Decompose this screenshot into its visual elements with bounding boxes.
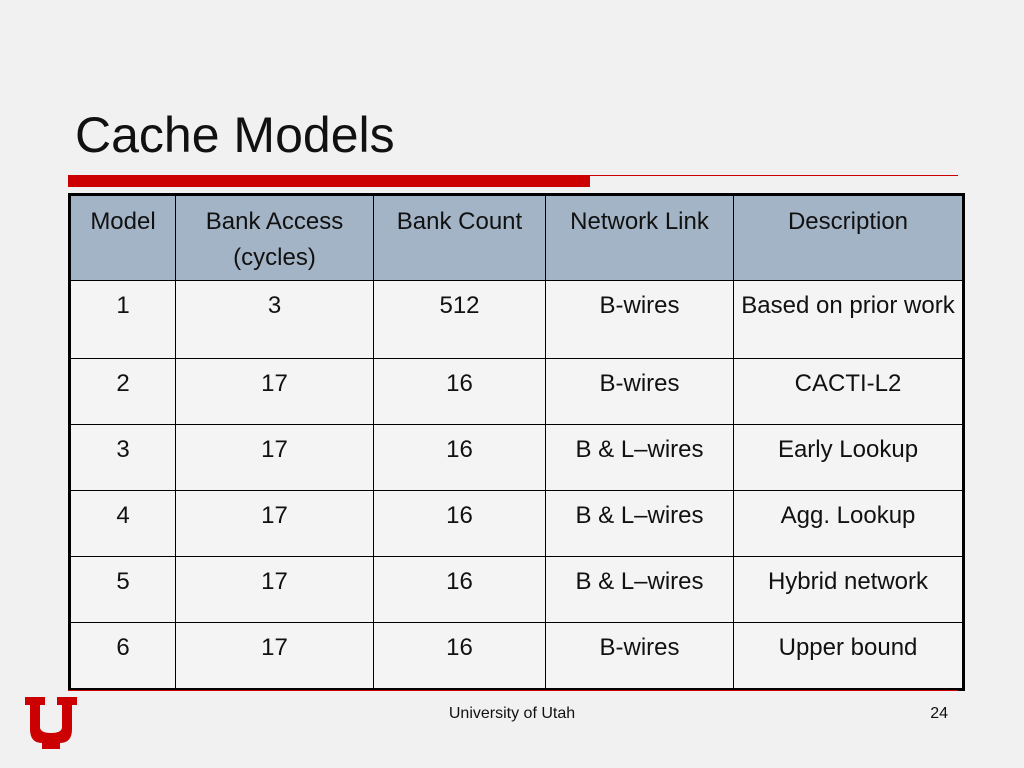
cell-bank-count: 16 <box>373 556 546 623</box>
table-row: 4 17 16 B & L–wires Agg. Lookup <box>69 490 964 557</box>
cache-models-table: Model Bank Access (cycles) Bank Count Ne… <box>68 193 965 691</box>
cell-network-link: B & L–wires <box>545 490 734 557</box>
cell-network-link: B & L–wires <box>545 556 734 623</box>
footer-divider <box>68 690 958 691</box>
cell-network-link: B-wires <box>545 280 734 359</box>
slide-title: Cache Models <box>75 107 395 163</box>
cell-bank-access: 17 <box>175 490 374 557</box>
cell-bank-count: 16 <box>373 358 546 425</box>
cell-bank-access: 3 <box>175 280 374 359</box>
table-row: 5 17 16 B & L–wires Hybrid network <box>69 556 964 623</box>
header-bank-count: Bank Count <box>373 194 546 281</box>
title-divider-thin <box>68 175 958 176</box>
cell-description: Agg. Lookup <box>733 490 964 557</box>
cell-description: CACTI-L2 <box>733 358 964 425</box>
university-u-logo-icon <box>25 697 77 749</box>
cell-model: 1 <box>69 280 176 359</box>
table-row: 6 17 16 B-wires Upper bound <box>69 622 964 690</box>
header-description: Description <box>733 194 964 281</box>
table-row: 1 3 512 B-wires Based on prior work <box>69 280 964 359</box>
header-bank-access: Bank Access (cycles) <box>175 194 374 281</box>
cell-model: 6 <box>69 622 176 690</box>
cell-bank-count: 16 <box>373 490 546 557</box>
table-row: 2 17 16 B-wires CACTI-L2 <box>69 358 964 425</box>
cell-bank-count: 16 <box>373 622 546 690</box>
cell-bank-count: 16 <box>373 424 546 491</box>
cell-description: Hybrid network <box>733 556 964 623</box>
footer-institution: University of Utah <box>448 705 576 722</box>
cell-network-link: B-wires <box>545 622 734 690</box>
cell-bank-access: 17 <box>175 424 374 491</box>
cell-network-link: B-wires <box>545 358 734 425</box>
cell-description: Based on prior work <box>733 280 964 359</box>
page-number: 24 <box>930 705 948 722</box>
cell-description: Upper bound <box>733 622 964 690</box>
table-header-row: Model Bank Access (cycles) Bank Count Ne… <box>69 194 964 281</box>
cell-description: Early Lookup <box>733 424 964 491</box>
table-row: 3 17 16 B & L–wires Early Lookup <box>69 424 964 491</box>
header-model: Model <box>69 194 176 281</box>
cell-bank-access: 17 <box>175 358 374 425</box>
header-network-link: Network Link <box>545 194 734 281</box>
cell-model: 4 <box>69 490 176 557</box>
cell-model: 5 <box>69 556 176 623</box>
cell-network-link: B & L–wires <box>545 424 734 491</box>
title-divider-thick <box>68 176 590 187</box>
cell-model: 3 <box>69 424 176 491</box>
cell-bank-count: 512 <box>373 280 546 359</box>
cell-bank-access: 17 <box>175 622 374 690</box>
cell-bank-access: 17 <box>175 556 374 623</box>
cell-model: 2 <box>69 358 176 425</box>
